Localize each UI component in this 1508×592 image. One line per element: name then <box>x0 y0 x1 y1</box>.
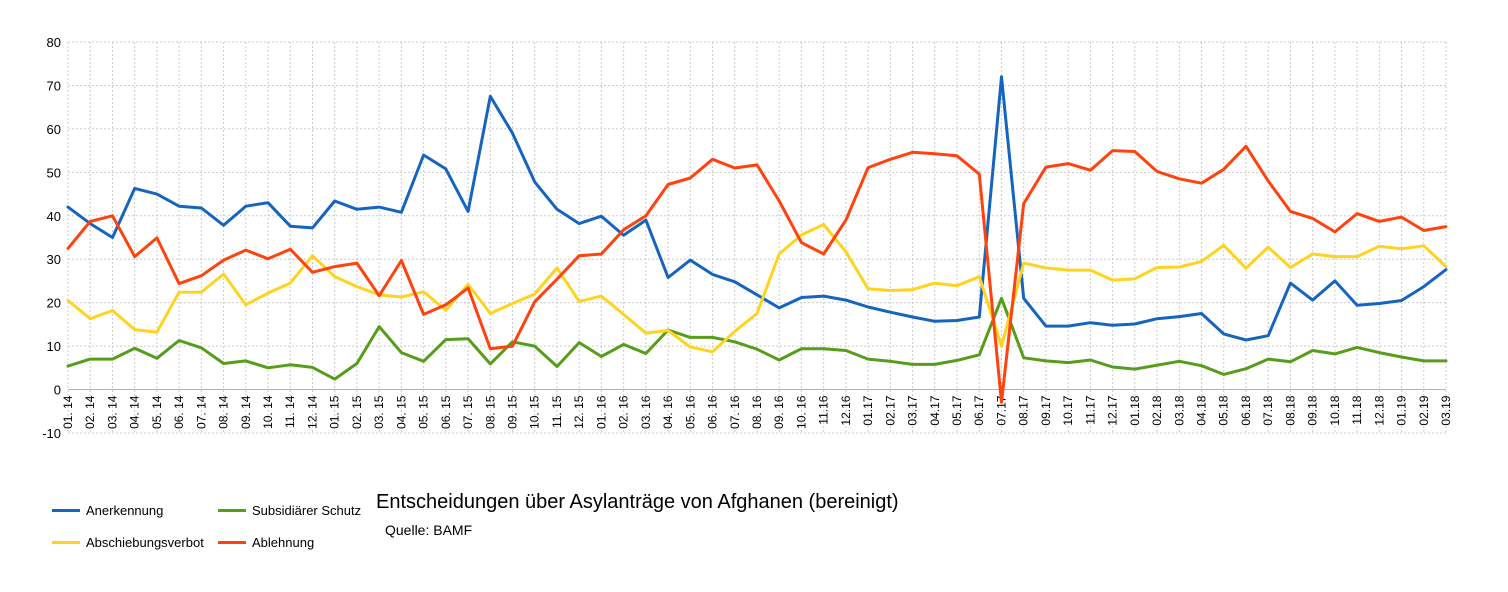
x-tick-label: 05.18 <box>1217 395 1231 425</box>
series-line-subsidi-rer-schutz <box>66 296 1448 381</box>
x-tick-label: 12. 15 <box>572 395 586 429</box>
x-tick-label: 11.17 <box>1083 395 1097 424</box>
legend-label-anerkennung: Anerkennung <box>86 503 164 518</box>
x-tick-label: 01. 16 <box>594 395 608 429</box>
x-tick-label: 09. 15 <box>506 395 520 429</box>
x-tick-label: 06.17 <box>972 395 986 425</box>
legend-item-anerkennung: Anerkennung <box>52 503 163 518</box>
x-tick-label: 03. 16 <box>639 395 653 429</box>
y-tick-label: -10 <box>42 426 61 441</box>
x-tick-label: 02.18 <box>1150 395 1164 425</box>
x-tick-label: 01. 14 <box>61 395 75 429</box>
x-axis: 01. 14 02. 14 03. 14 04. 14 05. 14 06. 14 07. … <box>61 395 1453 429</box>
y-tick-label: 60 <box>47 122 61 137</box>
x-tick-label: 10. 15 <box>528 395 542 429</box>
x-tick-label: 07. 15 <box>461 395 475 429</box>
x-tick-label: 06. 16 <box>706 395 720 429</box>
x-tick-label: 09. 14 <box>239 395 253 429</box>
x-tick-label: 05.17 <box>950 395 964 425</box>
legend-swatch-ablehnung <box>218 541 246 544</box>
x-tick-label: 03. 14 <box>105 395 119 429</box>
series-lines <box>66 75 1448 404</box>
chart-title: Entscheidungen über Asylanträge von Afgh… <box>376 491 899 513</box>
x-tick-label: 10.18 <box>1328 395 1342 425</box>
x-tick-label: 08.18 <box>1283 395 1297 425</box>
y-tick-label: 0 <box>54 383 61 398</box>
x-tick-label: 08. 14 <box>217 395 231 429</box>
x-tick-label: 12. 14 <box>305 395 319 429</box>
legend-swatch-subsidiaerer-schutz <box>218 509 246 512</box>
x-tick-label: 03.17 <box>906 395 920 425</box>
x-tick-label: 07.17 <box>994 395 1008 425</box>
legend-label-abschiebungsverbot: Abschiebungsverbot <box>86 535 204 550</box>
x-tick-label: 12.18 <box>1372 395 1386 425</box>
x-tick-label: 04.17 <box>928 395 942 425</box>
x-tick-label: 11.18 <box>1350 395 1364 424</box>
y-tick-label: 10 <box>47 339 61 354</box>
x-tick-label: 10. 16 <box>794 395 808 429</box>
x-tick-label: 12.16 <box>839 395 853 425</box>
x-tick-label: 01. 15 <box>328 395 342 429</box>
x-tick-label: 02.17 <box>883 395 897 425</box>
x-tick-label: 10. 14 <box>261 395 275 429</box>
x-tick-label: 06. 15 <box>439 395 453 429</box>
x-tick-label: 06.18 <box>1239 395 1253 425</box>
legend-swatch-abschiebungsverbot <box>52 541 80 544</box>
x-tick-label: 08. 16 <box>750 395 764 429</box>
series-line-abschiebungsverbot <box>66 223 1448 354</box>
y-tick-label: 30 <box>47 252 61 267</box>
series-line-anerkennung <box>66 75 1448 342</box>
legend-item-ablehnung: Ablehnung <box>218 535 314 550</box>
x-tick-label: 08. 15 <box>483 395 497 429</box>
y-tick-label: 40 <box>47 209 61 224</box>
x-tick-label: 03. 15 <box>372 395 386 429</box>
legend-item-subsidiaerer-schutz: Subsidiärer Schutz <box>218 503 361 518</box>
x-tick-label: 02.19 <box>1417 395 1431 425</box>
x-tick-label: 06. 14 <box>172 395 186 429</box>
x-tick-label: 07. 16 <box>728 395 742 429</box>
x-tick-label: 04. 16 <box>661 395 675 429</box>
series-line-ablehnung <box>66 144 1448 404</box>
x-tick-label: 09.17 <box>1039 395 1053 425</box>
x-tick-label: 04. 14 <box>128 395 142 429</box>
x-tick-label: 09.18 <box>1306 395 1320 425</box>
chart-subtitle: Quelle: BAMF <box>385 522 473 538</box>
x-tick-label: 12.17 <box>1106 395 1120 425</box>
x-tick-label: 05. 15 <box>417 395 431 429</box>
chart-grid <box>67 41 1447 434</box>
x-tick-label: 08.17 <box>1017 395 1031 425</box>
x-tick-label: 01.19 <box>1395 395 1409 425</box>
x-tick-label: 11. 15 <box>550 395 564 428</box>
x-tick-label: 02. 14 <box>83 395 97 429</box>
y-tick-label: 50 <box>47 165 61 180</box>
x-tick-label: 05. 14 <box>150 395 164 429</box>
legend-item-abschiebungsverbot: Abschiebungsverbot <box>52 535 204 550</box>
x-tick-label: 02. 16 <box>617 395 631 429</box>
x-tick-label: 03.19 <box>1439 395 1453 425</box>
x-tick-label: 11. 14 <box>283 395 297 428</box>
legend-label-ablehnung: Ablehnung <box>252 535 315 550</box>
x-tick-label: 05. 16 <box>683 395 697 429</box>
x-tick-label: 01.18 <box>1128 395 1142 425</box>
y-tick-label: 70 <box>47 78 61 93</box>
legend-label-subsidiaerer-schutz: Subsidiärer Schutz <box>252 503 362 518</box>
x-tick-label: 11.16 <box>817 395 831 424</box>
x-tick-label: 09. 16 <box>772 395 786 429</box>
x-tick-label: 07.18 <box>1261 395 1275 425</box>
y-tick-label: 20 <box>47 296 61 311</box>
x-tick-label: 07. 14 <box>194 395 208 429</box>
x-tick-label: 04.18 <box>1195 395 1209 425</box>
legend-swatch-anerkennung <box>52 509 80 512</box>
x-tick-label: 03.18 <box>1172 395 1186 425</box>
x-tick-label: 01.17 <box>861 395 875 425</box>
y-axis: -10 0 10 20 30 40 50 60 70 80 <box>42 35 61 441</box>
x-tick-label: 10.17 <box>1061 395 1075 425</box>
x-tick-label: 02. 15 <box>350 395 364 429</box>
x-tick-label: 04. 15 <box>394 395 408 429</box>
y-tick-label: 80 <box>47 35 61 50</box>
